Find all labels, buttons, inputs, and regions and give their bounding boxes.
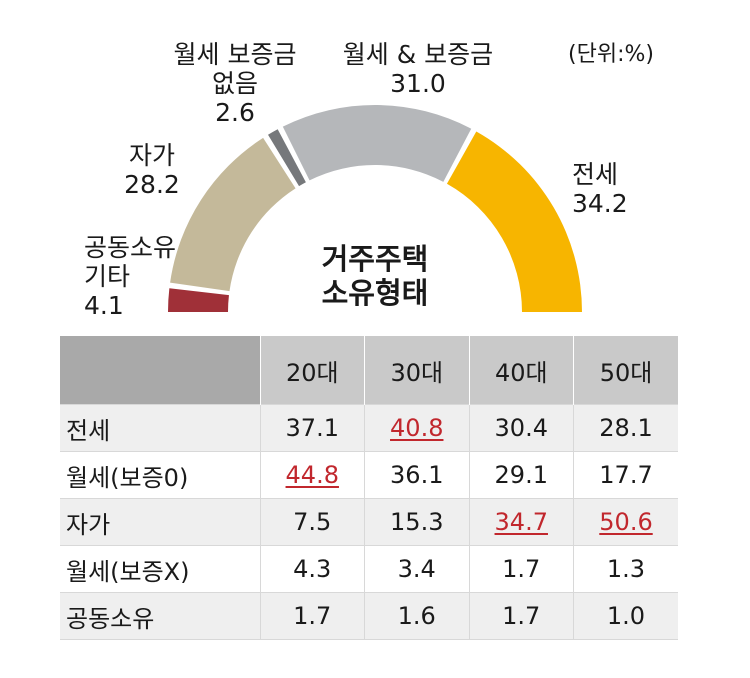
label-monthly-rent-no-deposit: 월세 보증금 없음 2.6 — [173, 40, 297, 127]
table-cell: 29.1 — [468, 451, 574, 499]
table-header-row: 20대 30대 40대 50대 — [60, 336, 678, 405]
table-cell: 17.7 — [573, 451, 678, 499]
segment-shared-other — [168, 288, 229, 312]
table-row: 자가 7.5 15.3 34.7 50.6 — [60, 498, 678, 546]
table-cell: 37.1 — [259, 404, 365, 452]
row-label: 월세(보증X) — [60, 545, 260, 593]
label-owned: 자가 28.2 — [124, 141, 180, 199]
table-cell: 15.3 — [364, 498, 469, 546]
label-monthly-rent-with-deposit: 월세 & 보증금 31.0 — [342, 40, 494, 98]
table-row: 월세(보증X) 4.3 3.4 1.7 1.3 — [60, 545, 678, 593]
table-cell: 36.1 — [364, 451, 469, 499]
table-corner-cell — [60, 336, 260, 405]
table-row: 월세(보증0) 44.8 36.1 29.1 17.7 — [60, 451, 678, 499]
table-cell: 1.7 — [468, 545, 574, 593]
column-header: 20대 — [259, 336, 365, 405]
table-cell: 40.8 — [364, 404, 469, 452]
chart-center-title: 거주주택 소유형태 — [321, 242, 429, 310]
table-row: 전세 37.1 40.8 30.4 28.1 — [60, 404, 678, 452]
row-label: 공동소유 — [60, 592, 260, 640]
label-shared-other: 공동소유 기타 4.1 — [84, 233, 177, 320]
table-row: 공동소유 1.7 1.6 1.7 1.0 — [60, 592, 678, 640]
column-header: 50대 — [573, 336, 678, 405]
highlighted-value: 50.6 — [599, 508, 653, 536]
highlighted-value: 40.8 — [390, 414, 444, 442]
table-cell: 30.4 — [468, 404, 574, 452]
row-label: 전세 — [60, 404, 260, 452]
column-header: 30대 — [364, 336, 469, 405]
segment-monthly-rent-with-deposit — [282, 105, 472, 182]
segment-monthly-rent-no-deposit — [268, 129, 306, 187]
table-cell: 1.0 — [573, 592, 678, 640]
table-cell: 3.4 — [364, 545, 469, 593]
row-label: 월세(보증0) — [60, 451, 260, 499]
column-header: 40대 — [468, 336, 574, 405]
table-cell: 1.6 — [364, 592, 469, 640]
table-cell: 50.6 — [573, 498, 678, 546]
row-label: 자가 — [60, 498, 260, 546]
table-cell: 28.1 — [573, 404, 678, 452]
unit-label: (단위:%) — [568, 42, 654, 67]
label-jeonse: 전세 34.2 — [572, 160, 628, 218]
segment-owned — [170, 137, 296, 292]
table-cell: 4.3 — [259, 545, 365, 593]
highlighted-value: 34.7 — [494, 508, 548, 536]
table-cell: 1.7 — [468, 592, 574, 640]
segment-jeonse — [446, 131, 582, 312]
age-breakdown-table: 20대 30대 40대 50대 전세 37.1 40.8 30.4 28.1 월… — [60, 336, 678, 640]
table-cell: 1.3 — [573, 545, 678, 593]
half-donut-chart — [168, 105, 582, 312]
table-cell: 34.7 — [468, 498, 574, 546]
table-cell: 1.7 — [259, 592, 365, 640]
highlighted-value: 44.8 — [285, 461, 339, 489]
table-cell: 7.5 — [259, 498, 365, 546]
table-cell: 44.8 — [259, 451, 365, 499]
